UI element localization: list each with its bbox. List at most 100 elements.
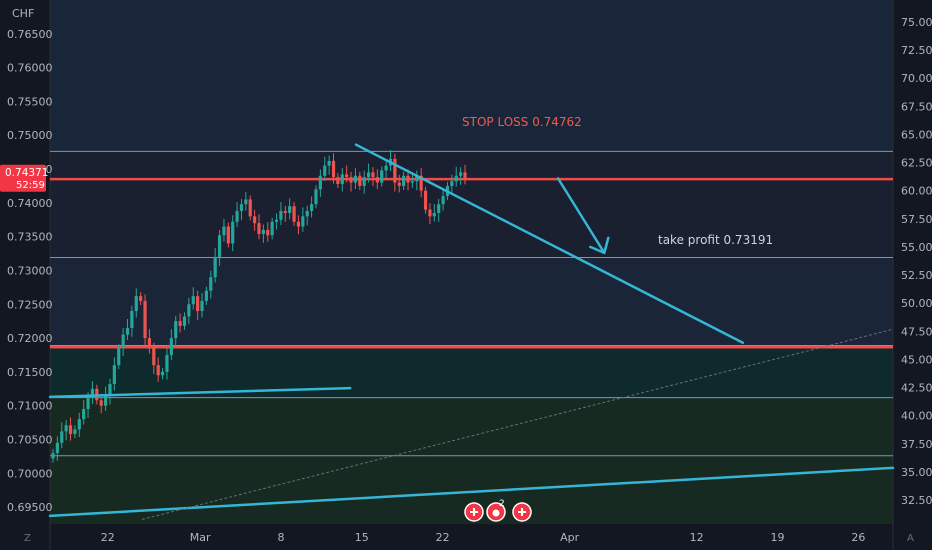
right-tick-label: 32.50 bbox=[901, 494, 932, 507]
right-tick-label: 72.50 bbox=[901, 44, 932, 57]
right-indicator-axis: 32.50 35.00 37.50 40.00 42.50 45.00 47.50 50.00… bbox=[901, 16, 932, 507]
candle bbox=[336, 173, 340, 188]
candle-body bbox=[318, 175, 322, 190]
candle-body bbox=[432, 212, 436, 217]
candle bbox=[257, 214, 261, 240]
candle-body bbox=[130, 311, 134, 328]
candle-body bbox=[213, 256, 217, 278]
time-tick-label: Apr bbox=[560, 531, 580, 544]
candle bbox=[108, 378, 112, 405]
candle-body bbox=[454, 175, 458, 182]
candle bbox=[393, 153, 397, 192]
candle-body bbox=[86, 397, 90, 410]
time-axis: 22 Mar 8 15 22 Apr 12 19 26 bbox=[101, 531, 866, 544]
event-dividend-icon[interactable]: 2 bbox=[486, 499, 506, 522]
candle-body bbox=[51, 453, 55, 459]
event-flag-icon[interactable] bbox=[512, 502, 532, 522]
right-axis-strip bbox=[893, 0, 932, 550]
candle-body bbox=[349, 177, 353, 183]
candle-body bbox=[402, 175, 406, 186]
short-support-line[interactable] bbox=[48, 386, 352, 399]
down-arrow[interactable] bbox=[556, 177, 610, 255]
candle-body bbox=[270, 221, 274, 236]
candle-body bbox=[77, 419, 81, 430]
candle bbox=[182, 312, 187, 330]
candle bbox=[323, 156, 327, 182]
candle bbox=[226, 222, 230, 248]
candle-body bbox=[248, 199, 252, 217]
candle bbox=[73, 425, 77, 439]
long-ascending-line[interactable] bbox=[48, 466, 895, 518]
left-tick-label: 0.71000 bbox=[7, 400, 53, 413]
left-tick-label: 0.72500 bbox=[7, 298, 53, 311]
time-tick-label: 19 bbox=[771, 531, 785, 544]
dotted-line[interactable] bbox=[141, 328, 894, 520]
candle-body bbox=[121, 334, 125, 349]
candle-body bbox=[64, 425, 68, 432]
candle bbox=[112, 357, 116, 391]
candle bbox=[222, 218, 226, 242]
candle bbox=[99, 393, 103, 414]
right-tick-label: 65.00 bbox=[901, 128, 932, 141]
candle-body bbox=[314, 189, 318, 205]
auto-scale-icon[interactable]: A bbox=[907, 533, 914, 544]
right-tick-label: 40.00 bbox=[901, 410, 932, 423]
candle-body bbox=[68, 425, 73, 435]
candle bbox=[296, 215, 301, 235]
candle bbox=[156, 357, 160, 382]
time-tick-label: 15 bbox=[355, 531, 369, 544]
descending-line[interactable] bbox=[354, 143, 745, 345]
candle bbox=[288, 198, 292, 220]
svg-text:2: 2 bbox=[499, 499, 505, 509]
candle-body bbox=[419, 175, 423, 191]
left-tick-label: 0.74000 bbox=[7, 197, 53, 210]
candle bbox=[169, 329, 173, 361]
candle-body bbox=[331, 160, 336, 178]
candle bbox=[454, 166, 458, 187]
left-tick-label: 0.71500 bbox=[7, 366, 53, 379]
candle bbox=[191, 287, 195, 310]
candle bbox=[397, 174, 401, 193]
candle bbox=[428, 203, 432, 225]
candle-body bbox=[283, 210, 287, 213]
candle-body bbox=[196, 296, 200, 312]
left-tick-label: 0.73500 bbox=[7, 231, 53, 244]
right-tick-label: 75.00 bbox=[901, 16, 932, 29]
event-flag-icon[interactable] bbox=[464, 502, 484, 522]
candle-body bbox=[226, 226, 230, 244]
left-tick-label: 0.72000 bbox=[7, 332, 53, 345]
candle bbox=[318, 169, 322, 198]
candle-body bbox=[410, 181, 415, 183]
candle-body bbox=[393, 158, 397, 183]
candle bbox=[283, 205, 287, 222]
candle bbox=[358, 171, 362, 190]
candle bbox=[82, 400, 86, 425]
trendlines[interactable] bbox=[48, 143, 895, 520]
candle bbox=[121, 328, 125, 356]
candle bbox=[117, 344, 121, 370]
candle bbox=[196, 290, 200, 320]
candle bbox=[130, 305, 134, 337]
candle bbox=[441, 188, 445, 211]
left-axis-strip bbox=[0, 0, 50, 550]
green-zone-upper bbox=[50, 345, 893, 398]
lower-blue-zone bbox=[50, 257, 893, 346]
candle-body bbox=[200, 300, 204, 312]
candle-body bbox=[345, 174, 349, 178]
candle bbox=[309, 196, 314, 218]
svg-text:A: A bbox=[907, 533, 914, 544]
candle bbox=[362, 170, 366, 194]
timezone-icon[interactable]: Z bbox=[24, 533, 31, 544]
candle-body bbox=[143, 300, 147, 339]
candle bbox=[402, 171, 406, 190]
candle bbox=[292, 202, 296, 226]
left-tick-label: 0.69500 bbox=[7, 501, 53, 514]
candle-body bbox=[244, 199, 248, 205]
candle bbox=[143, 294, 147, 346]
candle-body bbox=[340, 174, 344, 184]
event-icons[interactable]: 2 bbox=[464, 499, 532, 522]
candle-body bbox=[463, 172, 467, 178]
candle-body bbox=[55, 442, 59, 454]
candle bbox=[266, 222, 270, 242]
